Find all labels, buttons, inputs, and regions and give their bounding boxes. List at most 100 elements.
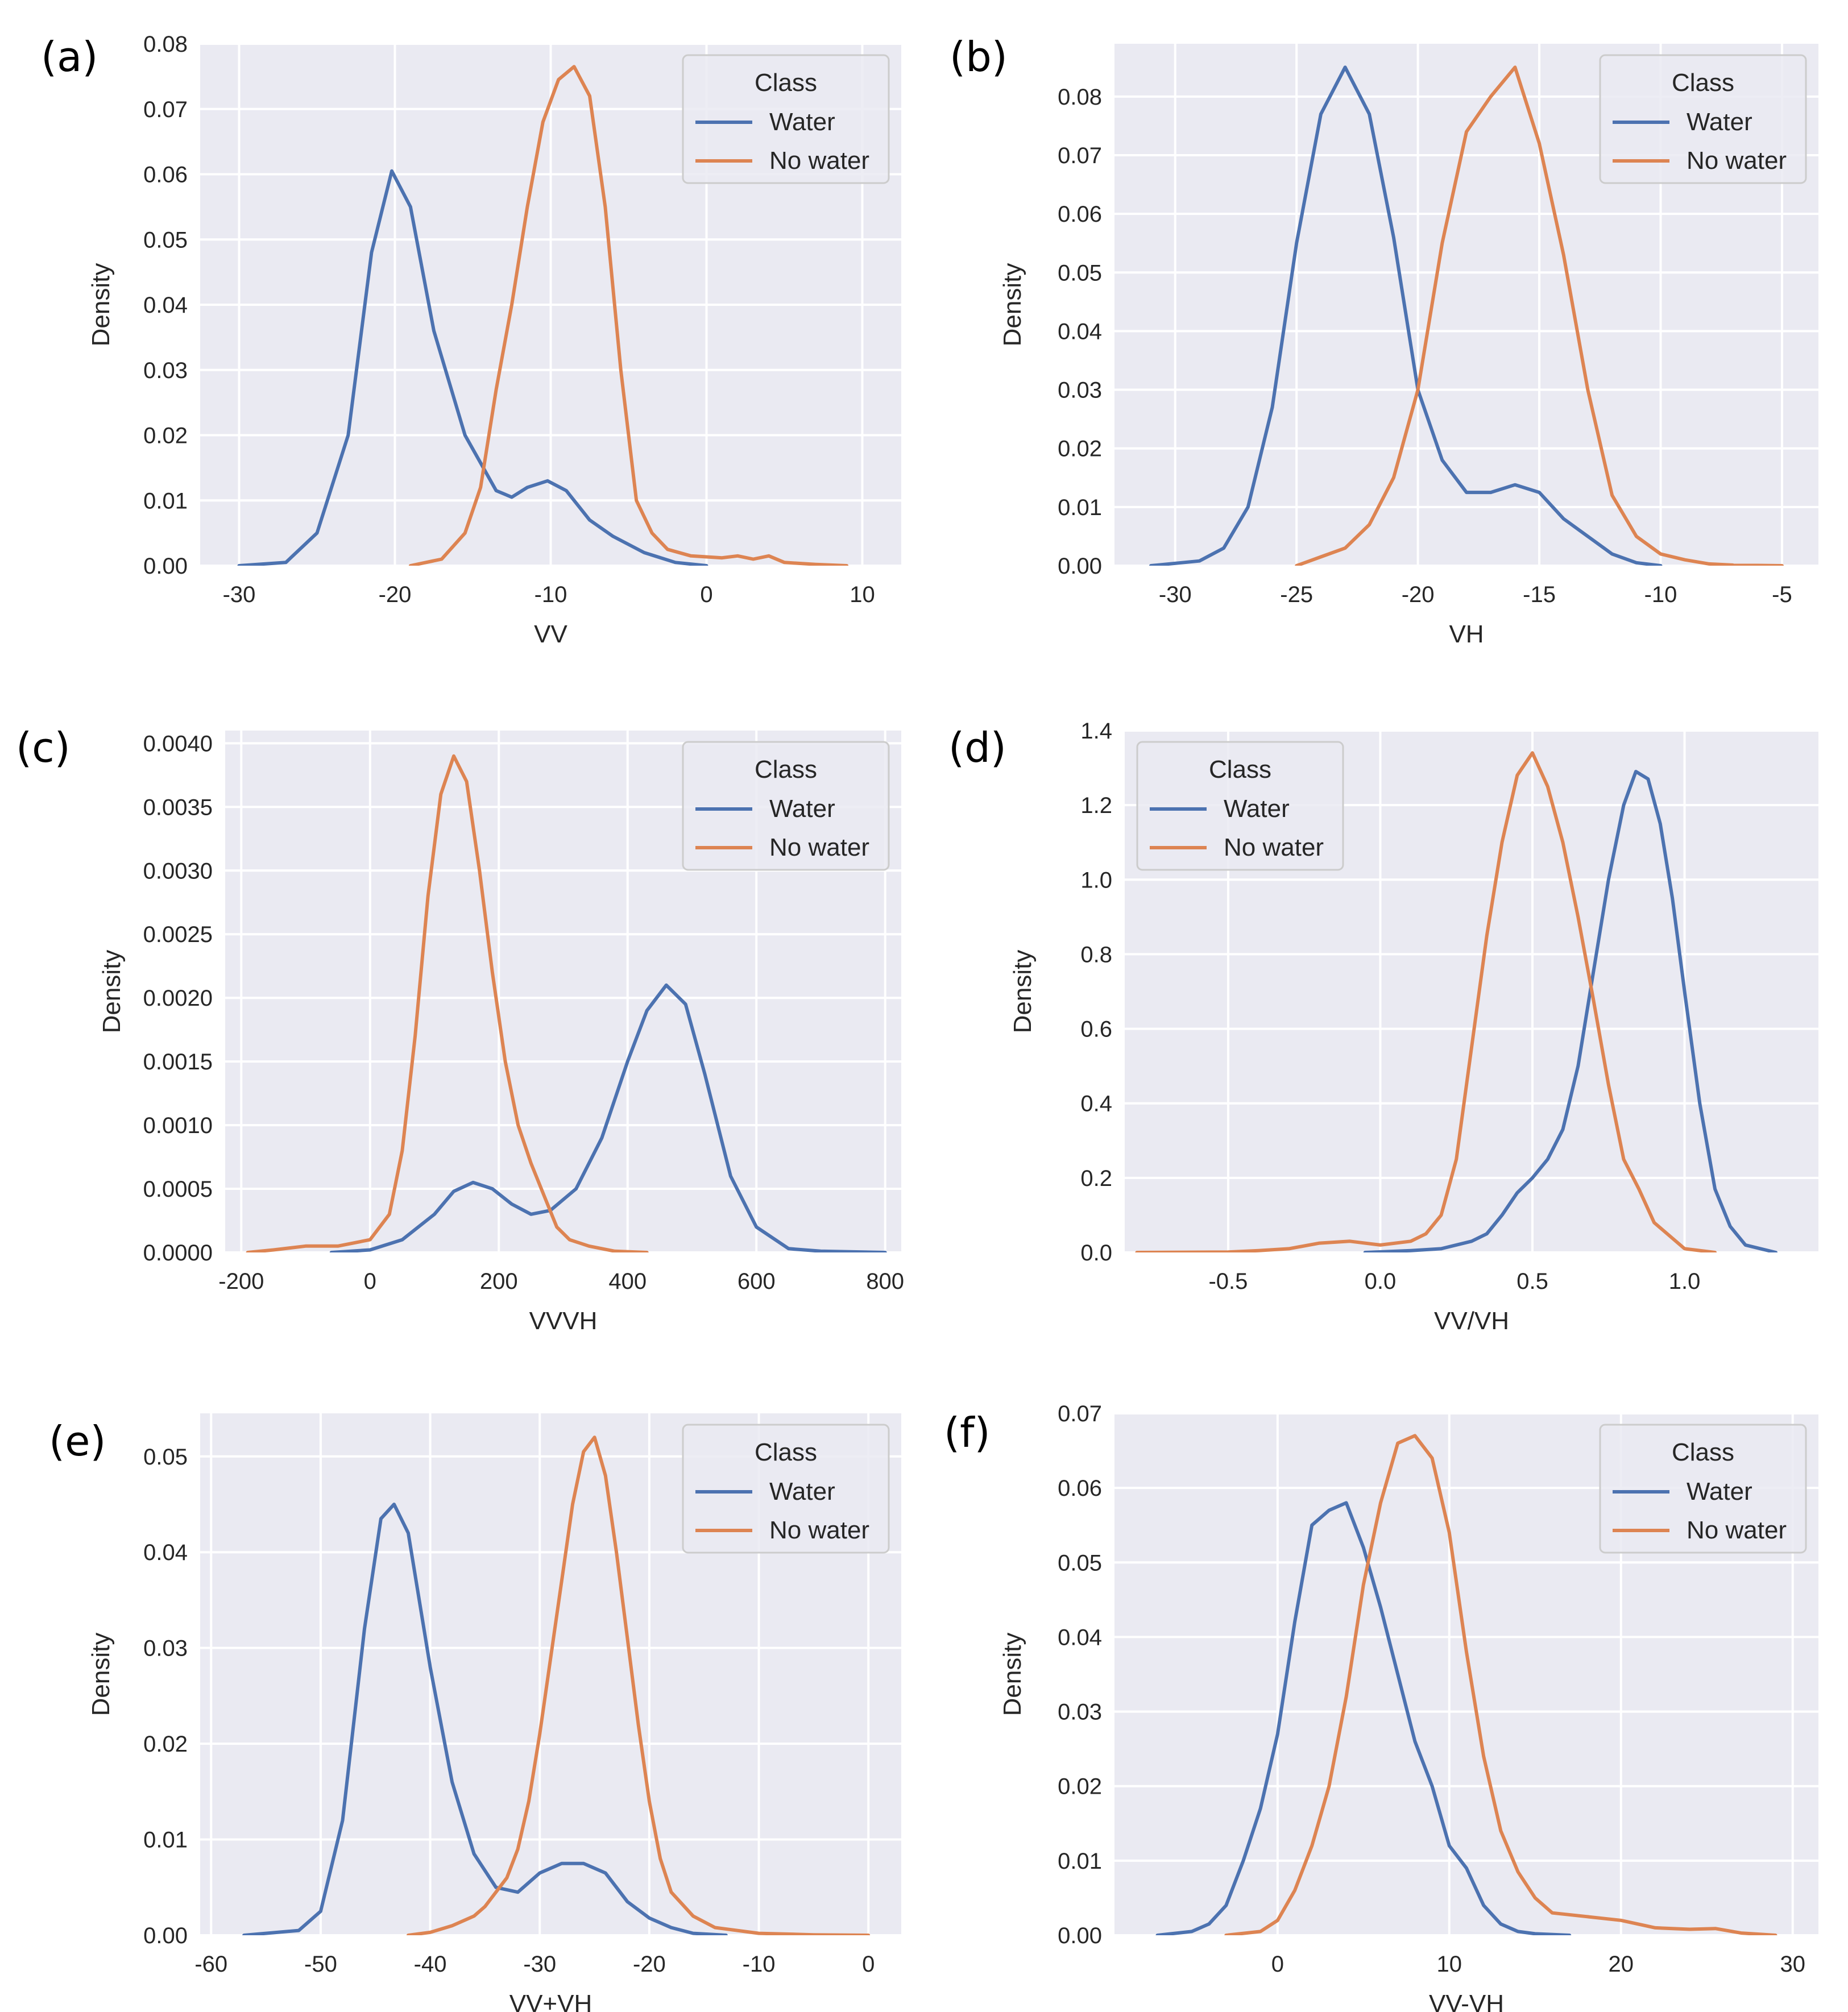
y-tick-label: 0.07 — [1058, 143, 1102, 168]
y-tick-label: 0.05 — [143, 1445, 188, 1470]
legend-box — [682, 54, 890, 184]
y-tick-label: 0.04 — [143, 1540, 188, 1565]
x-tick-label: 0 — [862, 1952, 875, 1977]
x-axis-label: VVVH — [529, 1307, 598, 1335]
y-tick-label: 0.0005 — [143, 1177, 213, 1202]
x-tick-label: 10 — [1437, 1952, 1462, 1977]
y-tick-label: 0.00 — [143, 554, 188, 579]
y-tick-label: 0.0035 — [143, 795, 213, 820]
series-line-water — [1155, 1501, 1572, 1935]
x-tick-label: 30 — [1780, 1952, 1805, 1977]
y-tick-label: 0.0 — [1080, 1241, 1112, 1266]
panel-label: (f) — [944, 1409, 991, 1457]
y-tick-label: 0.04 — [143, 293, 188, 318]
y-tick-label: 0.03 — [143, 358, 188, 383]
y-axis-label: Density — [1009, 950, 1037, 1034]
legend-entry: No water — [1224, 833, 1324, 861]
legend-entry: Water — [1687, 1478, 1752, 1505]
x-tick-label: 0.5 — [1516, 1269, 1548, 1294]
x-tick-label: 0 — [364, 1269, 376, 1294]
x-tick-label: 600 — [737, 1269, 776, 1294]
legend-box — [682, 741, 890, 871]
y-tick-label: 0.0015 — [143, 1049, 213, 1075]
legend: Class Water No water — [1136, 741, 1344, 871]
x-tick-label: 800 — [866, 1269, 904, 1294]
legend: Class Water No water — [1599, 54, 1807, 184]
legend-box — [1599, 54, 1807, 184]
chart-panel: -0.5 0.0 0.5 1.0 0.0 0.2 0.4 0.6 0.8 1.0 1.2 1.4 VV/… — [948, 719, 1818, 1335]
x-tick-label: -30 — [223, 582, 256, 607]
legend-title: Class — [755, 69, 817, 97]
panel-label: (b) — [950, 33, 1008, 81]
y-tick-label: 0.06 — [143, 163, 188, 188]
x-tick-label: -50 — [304, 1952, 337, 1977]
y-tick-label: 0.01 — [1058, 495, 1102, 520]
series-line-water — [237, 169, 708, 566]
x-axis-label: VH — [1449, 620, 1484, 648]
legend-box — [1136, 741, 1344, 871]
legend-box — [1599, 1424, 1807, 1554]
x-axis-label: VV/VH — [1434, 1307, 1509, 1335]
y-tick-label: 0.05 — [1058, 260, 1102, 285]
x-tick-label: 0.0 — [1365, 1269, 1397, 1294]
y-tick-label: 1.0 — [1080, 868, 1112, 893]
chart-panel: -30 -20 -10 0 10 0.00 0.01 0.02 0.03 0.04 0.05 0.06… — [41, 32, 901, 648]
legend-box — [682, 1424, 890, 1554]
x-tick-label: -20 — [379, 582, 412, 607]
chart-panel: -30 -25 -20 -15 -10 -5 0.00 0.01 0.02 0.03 0.04 0.0… — [950, 33, 1818, 648]
y-tick-label: 1.2 — [1080, 793, 1112, 818]
series-line-no-water — [1224, 1434, 1777, 1935]
legend-title: Class — [1672, 1438, 1734, 1466]
y-tick-label: 0.6 — [1080, 1017, 1112, 1042]
y-tick-label: 0.02 — [1058, 437, 1102, 462]
panel-label: (d) — [948, 724, 1006, 771]
legend-entry: No water — [769, 147, 869, 175]
y-tick-label: 1.4 — [1080, 719, 1112, 744]
y-tick-label: 0.04 — [1058, 1625, 1102, 1650]
y-tick-label: 0.00 — [1058, 554, 1102, 579]
y-axis-label: Density — [87, 1633, 115, 1716]
x-tick-label: -20 — [1402, 582, 1435, 607]
x-tick-label: 200 — [480, 1269, 518, 1294]
x-tick-label: 400 — [608, 1269, 647, 1294]
y-tick-label: 0.00 — [1058, 1923, 1102, 1948]
y-tick-label: 0.02 — [1058, 1774, 1102, 1799]
y-axis-label: Density — [87, 263, 115, 347]
x-tick-label: -10 — [1644, 582, 1677, 607]
x-tick-label: -25 — [1280, 582, 1313, 607]
y-tick-label: 0.03 — [143, 1636, 188, 1661]
x-tick-label: -60 — [194, 1952, 227, 1977]
y-tick-label: 0.0040 — [143, 731, 213, 756]
x-tick-label: -30 — [523, 1952, 556, 1977]
x-axis-label: VV+VH — [509, 1990, 592, 2012]
y-tick-label: 0.01 — [143, 1828, 188, 1853]
y-tick-label: 0.0000 — [143, 1241, 213, 1266]
y-tick-label: 0.2 — [1080, 1166, 1112, 1191]
y-axis-label: Density — [998, 1633, 1026, 1716]
chart-panel: -60 -50 -40 -30 -20 -10 0 0.00 0.01 0.02 0.03 0.04 0… — [49, 1413, 901, 2012]
series-line-no-water — [1135, 751, 1717, 1252]
y-axis-label: Density — [98, 950, 126, 1034]
x-tick-label: 1.0 — [1669, 1269, 1701, 1294]
y-tick-label: 0.07 — [143, 97, 188, 122]
y-tick-label: 0.03 — [1058, 1700, 1102, 1725]
panel-label: (a) — [41, 33, 98, 81]
y-tick-label: 0.06 — [1058, 202, 1102, 227]
x-tick-label: -15 — [1523, 582, 1556, 607]
series-line-no-water — [407, 1436, 871, 1935]
y-tick-label: 0.0010 — [143, 1113, 213, 1138]
legend-entry: No water — [1687, 147, 1787, 175]
x-tick-label: -10 — [534, 582, 567, 607]
y-tick-label: 0.08 — [1058, 85, 1102, 110]
y-tick-label: 0.07 — [1058, 1401, 1102, 1426]
y-tick-label: 0.05 — [143, 227, 188, 252]
y-tick-label: 0.05 — [1058, 1550, 1102, 1575]
y-tick-label: 0.01 — [1058, 1849, 1102, 1874]
y-tick-label: 0.0025 — [143, 922, 213, 947]
x-tick-label: 0 — [700, 582, 712, 607]
y-tick-label: 0.02 — [143, 1732, 188, 1757]
series-line-no-water — [408, 65, 849, 566]
chart-panel: -200 0 200 400 600 800 0.0000 0.0005 0.0010 0.001… — [16, 724, 904, 1335]
x-tick-label: -0.5 — [1208, 1269, 1248, 1294]
legend-entry: Water — [769, 108, 835, 136]
